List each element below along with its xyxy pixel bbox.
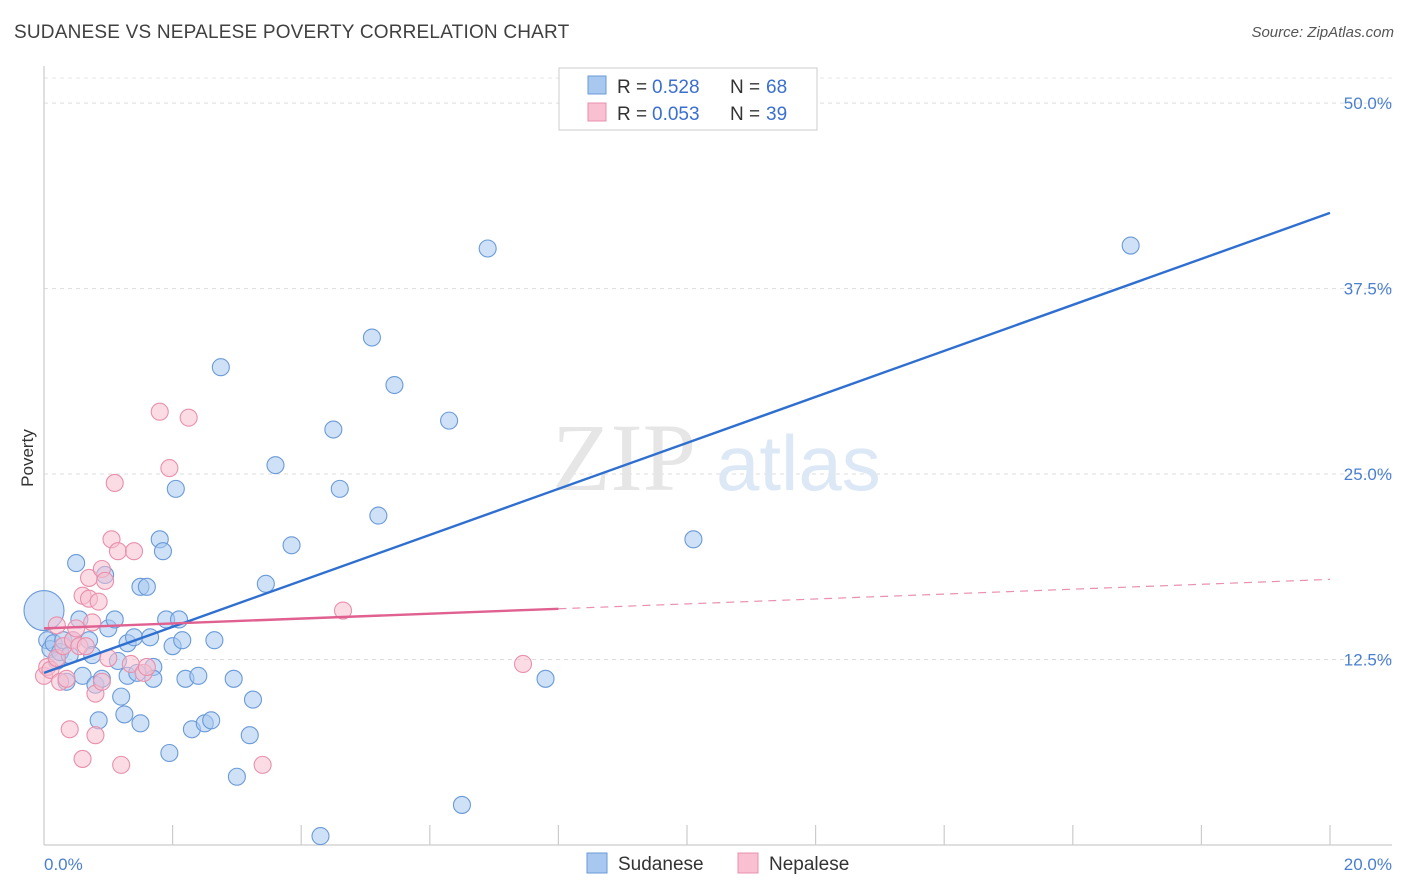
nepalese-point	[253, 755, 272, 774]
sudanese-point	[131, 714, 150, 733]
series-sudanese	[23, 236, 1140, 846]
chart-title: SUDANESE VS NEPALESE POVERTY CORRELATION…	[14, 22, 570, 43]
legend-r-label-1: R =	[617, 77, 647, 98]
nepalese-point	[57, 669, 76, 688]
sudanese-point	[311, 827, 330, 846]
sudanese-point	[202, 711, 221, 730]
nepalese-point	[73, 749, 92, 768]
watermark-atlas: atlas	[716, 419, 881, 507]
nepalese-point	[108, 542, 127, 561]
sudanese-point	[282, 536, 301, 555]
nepalese-point	[83, 613, 102, 632]
sudanese-point	[227, 767, 246, 786]
trend-lines	[43, 211, 1331, 675]
bottom-legend-label-sudanese: Sudanese	[618, 854, 704, 875]
sudanese-point	[385, 375, 404, 395]
legend-swatch-nepalese	[587, 102, 607, 122]
gridlines	[44, 77, 1392, 661]
nepalese-point	[333, 601, 353, 620]
sudanese-point	[452, 795, 472, 814]
watermark-zip: ZIP	[552, 404, 696, 511]
y-tick-label: 12.5%	[1344, 651, 1392, 670]
sudanese-point	[153, 542, 173, 561]
sudanese-point	[440, 411, 459, 430]
nepalese-trend-line	[43, 607, 559, 630]
nepalese-point	[96, 571, 115, 590]
nepalese-point	[179, 408, 198, 427]
y-tick-label: 25.0%	[1344, 465, 1392, 484]
sudanese-point	[369, 506, 388, 525]
axes	[43, 66, 1392, 846]
sudanese-point	[266, 456, 285, 475]
nepalese-point	[124, 542, 144, 561]
y-tick-label: 50.0%	[1344, 94, 1392, 113]
sudanese-point	[1121, 236, 1140, 255]
nepalese-point	[60, 720, 79, 739]
sudanese-point	[89, 711, 108, 730]
sudanese-point	[137, 577, 156, 596]
bottom-legend-swatch-sudanese	[586, 852, 608, 874]
watermark: ZIP atlas	[552, 404, 881, 511]
sudanese-point	[243, 690, 263, 709]
legend-r-label-2: R =	[617, 104, 647, 125]
sudanese-point	[536, 669, 555, 688]
nepalese-point	[150, 402, 169, 421]
sudanese-point	[205, 631, 224, 650]
legend: R = 0.528 N = 68 R = 0.053 N = 39	[558, 67, 818, 131]
sudanese-point	[173, 631, 192, 650]
legend-n-label-1: N =	[730, 77, 760, 98]
sudanese-point	[105, 610, 124, 629]
sudanese-point	[240, 726, 259, 745]
y-axis-label: Poverty	[18, 429, 37, 487]
bottom-legend: Sudanese Nepalese	[586, 852, 849, 875]
legend-swatch-sudanese	[587, 75, 607, 95]
sudanese-point	[112, 687, 131, 706]
x-tick-label-min: 0.0%	[44, 855, 83, 874]
legend-r-value-1: 0.528	[652, 77, 700, 98]
legend-r-value-2: 0.053	[652, 104, 700, 125]
nepalese-point	[513, 654, 533, 674]
y-tick-label: 37.5%	[1344, 280, 1392, 299]
nepalese-point	[105, 473, 124, 493]
bottom-legend-label-nepalese: Nepalese	[769, 854, 849, 875]
sudanese-point	[160, 743, 179, 763]
nepalese-point	[89, 592, 108, 611]
sudanese-point	[166, 479, 185, 498]
x-tick-label-max: 20.0%	[1344, 855, 1392, 874]
nepalese-point	[76, 637, 95, 656]
legend-n-label-2: N =	[730, 104, 760, 125]
nepalese-point	[86, 726, 105, 745]
source-label: Source: ZipAtlas.com	[1251, 24, 1394, 41]
sudanese-point	[224, 669, 243, 688]
sudanese-point	[324, 420, 343, 439]
sudanese-point	[189, 666, 208, 685]
bottom-legend-swatch-nepalese	[737, 852, 759, 874]
sudanese-point	[362, 328, 381, 347]
sudanese-trend-line	[43, 211, 1331, 675]
sudanese-point	[478, 239, 497, 258]
sudanese-point	[211, 358, 230, 377]
legend-n-value-1: 68	[766, 77, 787, 98]
nepalese-point	[112, 755, 131, 774]
sudanese-point	[115, 705, 134, 724]
nepalese-point	[92, 672, 111, 691]
nepalese-point	[137, 657, 156, 676]
sudanese-point	[330, 479, 349, 498]
sudanese-point	[684, 530, 703, 549]
sudanese-point	[256, 574, 275, 593]
nepalese-point	[47, 616, 66, 635]
legend-n-value-2: 39	[766, 104, 787, 125]
nepalese-trend-line-dashed	[558, 578, 1331, 610]
nepalese-point	[160, 459, 179, 478]
sudanese-point	[67, 554, 86, 573]
y-tick-labels: 12.5% 25.0% 37.5% 50.0%	[1344, 94, 1392, 669]
